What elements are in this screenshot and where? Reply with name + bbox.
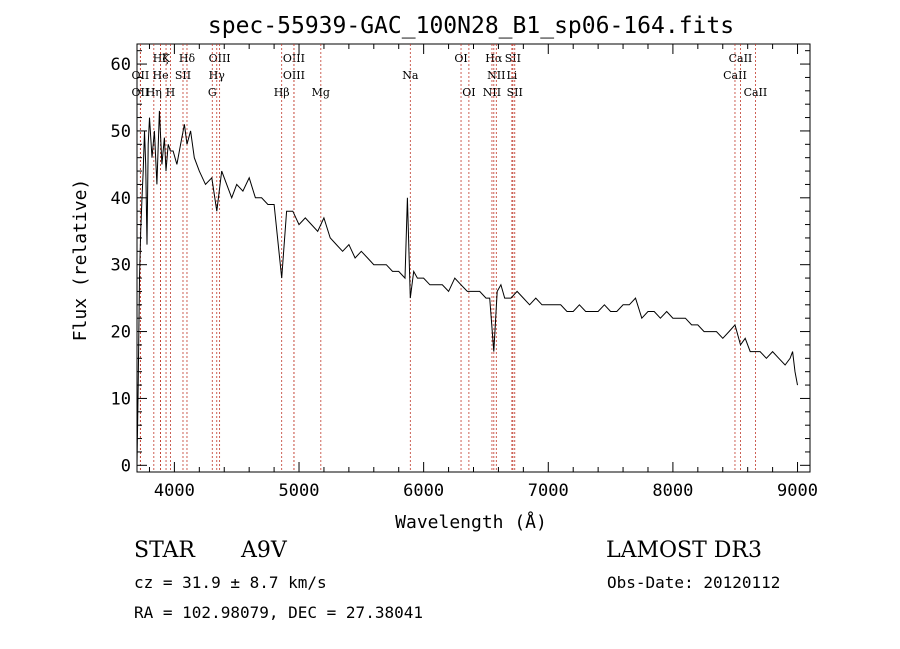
- y-tick-label: 40: [111, 189, 131, 209]
- x-tick-label: 5000: [279, 481, 320, 501]
- x-tick-label: 6000: [403, 481, 444, 501]
- spectral-line-label: Mg: [312, 86, 330, 99]
- y-axis-label: Flux (relative): [70, 179, 91, 342]
- spectral-line-label: Hη: [146, 86, 162, 99]
- spectral-line-label: SII: [505, 52, 521, 65]
- spectral-line-label: OII: [132, 69, 150, 82]
- spectral-line-label: He: [153, 69, 169, 82]
- spectral-line-label: CaII: [729, 52, 753, 65]
- spectral-subclass: A9V: [241, 538, 287, 563]
- spectral-line-label: SII: [175, 69, 191, 82]
- y-tick-label: 10: [111, 389, 131, 409]
- spectral-line-label: OIII: [283, 52, 305, 65]
- spectral-line-label: OIII: [283, 69, 305, 82]
- spectral-line-label: OI: [454, 52, 467, 65]
- plot-frame: [136, 43, 811, 473]
- spectral-line-label: CaII: [723, 69, 747, 82]
- spectral-line-label: Hβ: [274, 86, 290, 99]
- x-tick-label: 8000: [652, 481, 693, 501]
- spectral-line-label: OII: [132, 86, 150, 99]
- spectrum-chart: spec-55939-GAC_100N28_B1_sp06-164.fits H…: [70, 13, 818, 533]
- spectral-line-label: Hα: [485, 52, 503, 65]
- spectral-line-label: OI: [462, 86, 475, 99]
- y-tick-label: 50: [111, 122, 131, 142]
- chart-title: spec-55939-GAC_100N28_B1_sp06-164.fits: [208, 13, 734, 39]
- spectral-line-label: SII: [507, 86, 523, 99]
- x-tick-label: 4000: [154, 481, 195, 501]
- x-axis-label: Wavelength (Å): [395, 511, 547, 533]
- spectral-line-label: NII: [487, 69, 505, 82]
- y-tick-label: 0: [121, 456, 131, 476]
- observation-date: Obs-Date: 20120112: [607, 573, 781, 592]
- spectral-line-label: Hζ: [153, 52, 169, 65]
- spectral-line-label: Na: [402, 69, 419, 82]
- redshift-velocity: cz = 31.9 ± 8.7 km/s: [134, 573, 327, 592]
- spectral-line-label: NII: [483, 86, 501, 99]
- spectral-line-label: OIII: [209, 52, 231, 65]
- spectral-line-label: Li: [506, 69, 517, 82]
- spectral-line-label: H: [166, 86, 176, 99]
- object-class: STAR: [134, 538, 195, 563]
- spectral-line-label: G: [208, 86, 217, 99]
- spectral-line-label: Hδ: [179, 52, 196, 65]
- spectral-line-label: Hγ: [209, 69, 226, 82]
- y-tick-label: 20: [111, 323, 131, 343]
- y-tick-label: 60: [111, 55, 131, 75]
- survey-name: LAMOST DR3: [606, 538, 762, 563]
- y-tick-label: 30: [111, 256, 131, 276]
- spectral-line-label: CaII: [744, 86, 768, 99]
- spectrum-series-line: [136, 110, 798, 466]
- coordinates: RA = 102.98079, DEC = 27.38041: [134, 603, 423, 622]
- x-tick-label: 9000: [777, 481, 818, 501]
- spectral-line-label: K: [162, 52, 171, 65]
- x-tick-label: 7000: [528, 481, 569, 501]
